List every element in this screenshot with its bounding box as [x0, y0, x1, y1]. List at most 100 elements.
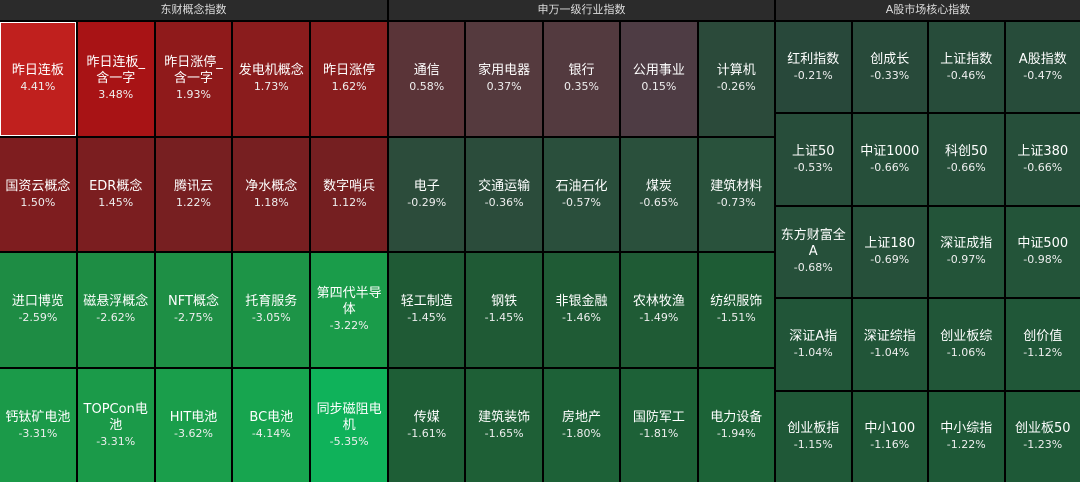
tile[interactable]: 纺织服饰 -1.51% [698, 253, 774, 367]
tile[interactable]: 深证成指 -0.97% [929, 206, 1004, 298]
tile-value: -0.73% [716, 195, 756, 209]
tile[interactable]: 创成长 -0.33% [852, 22, 927, 113]
tile-label: 电力设备 [710, 409, 763, 425]
tile[interactable]: 昨日连板_含一字 3.48% [77, 22, 154, 136]
tile-value: -2.62% [96, 311, 136, 325]
tile[interactable]: 磁悬浮概念 -2.62% [77, 253, 154, 367]
tile[interactable]: 同步磁阻电机 -5.35% [311, 368, 387, 482]
tile[interactable]: 建筑材料 -0.73% [698, 137, 774, 251]
tile[interactable]: 上证380 -0.66% [1005, 114, 1080, 205]
tile-label: 农林牧渔 [632, 294, 685, 310]
tile-label: 银行 [568, 63, 595, 79]
tile[interactable]: 昨日涨停 1.62% [311, 22, 387, 136]
tile-label: 红利指数 [787, 51, 840, 67]
tile[interactable]: 净水概念 1.18% [233, 137, 310, 251]
tile[interactable]: 煤炭 -0.65% [621, 137, 697, 251]
tile-value: -1.04% [793, 345, 833, 359]
tile[interactable]: 钢铁 -1.45% [466, 253, 542, 367]
tile[interactable]: 中小综指 -1.22% [929, 391, 1004, 482]
tile[interactable]: 计算机 -0.26% [698, 22, 774, 136]
tile-label: 建筑材料 [710, 178, 763, 194]
tile[interactable]: HIT电池 -3.62% [155, 368, 232, 482]
tile[interactable]: NFT概念 -2.75% [155, 253, 232, 367]
tile-label: 电子 [413, 178, 440, 194]
tile[interactable]: EDR概念 1.45% [77, 137, 154, 251]
tile[interactable]: 科创50 -0.66% [929, 114, 1004, 205]
tile[interactable]: 电力设备 -1.94% [698, 368, 774, 482]
tile[interactable]: 创业板50 -1.23% [1005, 391, 1080, 482]
tile[interactable]: 传媒 -1.61% [389, 368, 465, 482]
tile-value: -2.75% [174, 311, 213, 325]
tile-value: -1.16% [870, 438, 910, 452]
tile[interactable]: 银行 0.35% [543, 22, 620, 136]
tile-value: 1.93% [176, 88, 211, 102]
tile[interactable]: 数字哨兵 1.12% [311, 137, 387, 251]
tile[interactable]: 非银金融 -1.46% [543, 253, 620, 367]
tile-value: -1.61% [407, 426, 447, 440]
tile[interactable]: 创价值 -1.12% [1005, 299, 1080, 390]
tile[interactable]: 石油石化 -0.57% [543, 137, 620, 251]
tile-value: -0.57% [562, 195, 601, 209]
tile[interactable]: 第四代半导体 -3.22% [311, 253, 387, 367]
tile[interactable]: 国资云概念 1.50% [0, 137, 76, 251]
tile[interactable]: 深证综指 -1.04% [852, 299, 927, 390]
tile[interactable]: TOPCon电池 -3.31% [77, 368, 154, 482]
tile-label: 中小100 [864, 421, 916, 437]
tile-label: 科创50 [944, 144, 988, 160]
tile[interactable]: 交通运输 -0.36% [466, 137, 542, 251]
tile[interactable]: 发电机概念 1.73% [233, 22, 310, 136]
tile-value: -1.94% [716, 426, 756, 440]
tile[interactable]: BC电池 -4.14% [233, 368, 310, 482]
tile[interactable]: 红利指数 -0.21% [776, 22, 851, 113]
tile-value: 0.35% [564, 80, 599, 94]
tile-label: 创成长 [870, 51, 910, 67]
tile-label: A股指数 [1018, 51, 1067, 67]
tile-label: 中证1000 [860, 144, 920, 160]
tile[interactable]: 中小100 -1.16% [852, 391, 927, 482]
panel-title: 申万一级行业指数 [389, 0, 774, 20]
tile-value: -0.98% [1023, 253, 1063, 267]
tile[interactable]: 房地产 -1.80% [543, 368, 620, 482]
tile-label: EDR概念 [89, 178, 143, 194]
tile[interactable]: 深证A指 -1.04% [776, 299, 851, 390]
tile[interactable]: 昨日连板 4.41% [0, 22, 76, 136]
tile[interactable]: 电子 -0.29% [389, 137, 465, 251]
tile-value: -1.46% [562, 311, 601, 325]
tile[interactable]: 建筑装饰 -1.65% [466, 368, 542, 482]
tile[interactable]: 托育服务 -3.05% [233, 253, 310, 367]
tile-label: 传媒 [413, 409, 440, 425]
tile[interactable]: 公用事业 0.15% [621, 22, 697, 136]
tile-value: -1.49% [639, 311, 679, 325]
tile[interactable]: 东方财富全A -0.68% [776, 206, 851, 298]
tile-value: -0.97% [946, 253, 986, 267]
tile[interactable]: 钙钛矿电池 -3.31% [0, 368, 76, 482]
tile[interactable]: 通信 0.58% [389, 22, 465, 136]
tile-value: -0.53% [793, 161, 833, 175]
panel: A股市场核心指数 红利指数 -0.21% 创成长 -0.33% 上证指数 -0.46% A股指… [776, 0, 1080, 482]
tile[interactable]: 进口博览 -2.59% [0, 253, 76, 367]
tile[interactable]: 国防军工 -1.81% [621, 368, 697, 482]
tile[interactable]: 腾讯云 1.22% [155, 137, 232, 251]
tile-label: 上证180 [864, 236, 916, 252]
tile[interactable]: 上证180 -0.69% [852, 206, 927, 298]
tile[interactable]: 创业板指 -1.15% [776, 391, 851, 482]
tile[interactable]: 昨日涨停_含一字 1.93% [155, 22, 232, 136]
tile-label: 磁悬浮概念 [83, 294, 149, 310]
tile[interactable]: A股指数 -0.47% [1005, 22, 1080, 113]
tile-value: 1.12% [331, 195, 367, 209]
tile[interactable]: 农林牧渔 -1.49% [621, 253, 697, 367]
tile[interactable]: 家用电器 0.37% [466, 22, 542, 136]
tile-value: -1.12% [1023, 345, 1063, 359]
tile[interactable]: 上证指数 -0.46% [929, 22, 1004, 113]
tile-grid: 红利指数 -0.21% 创成长 -0.33% 上证指数 -0.46% A股指数 -0.47% 上… [776, 20, 1080, 482]
tile-value: -2.59% [18, 311, 58, 325]
tile-value: -0.36% [484, 195, 524, 209]
tile-value: -1.04% [870, 345, 910, 359]
tile-value: -3.05% [251, 311, 291, 325]
tile[interactable]: 中证1000 -0.66% [852, 114, 927, 205]
tile[interactable]: 上证50 -0.53% [776, 114, 851, 205]
tile[interactable]: 创业板综 -1.06% [929, 299, 1004, 390]
tile[interactable]: 中证500 -0.98% [1005, 206, 1080, 298]
tile-value: -1.15% [793, 438, 833, 452]
tile[interactable]: 轻工制造 -1.45% [389, 253, 465, 367]
